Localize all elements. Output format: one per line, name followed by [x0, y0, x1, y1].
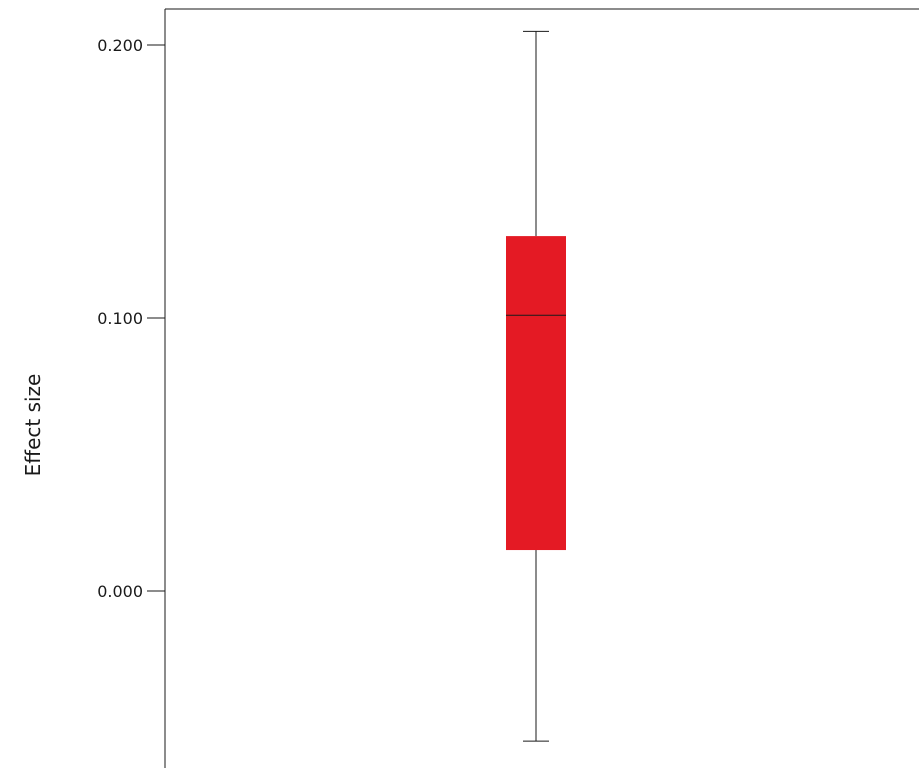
plot-frame: [164, 8, 919, 768]
y-axis-ticks: 0.000 0.100 0.200: [97, 36, 165, 601]
y-tick-label: 0.000: [97, 582, 143, 601]
box-series: [506, 30, 566, 742]
interquartile-box: [506, 236, 566, 551]
y-axis-title: Effect size: [21, 374, 45, 477]
y-tick-label: 0.200: [97, 36, 143, 55]
y-tick-label: 0.100: [97, 309, 143, 328]
